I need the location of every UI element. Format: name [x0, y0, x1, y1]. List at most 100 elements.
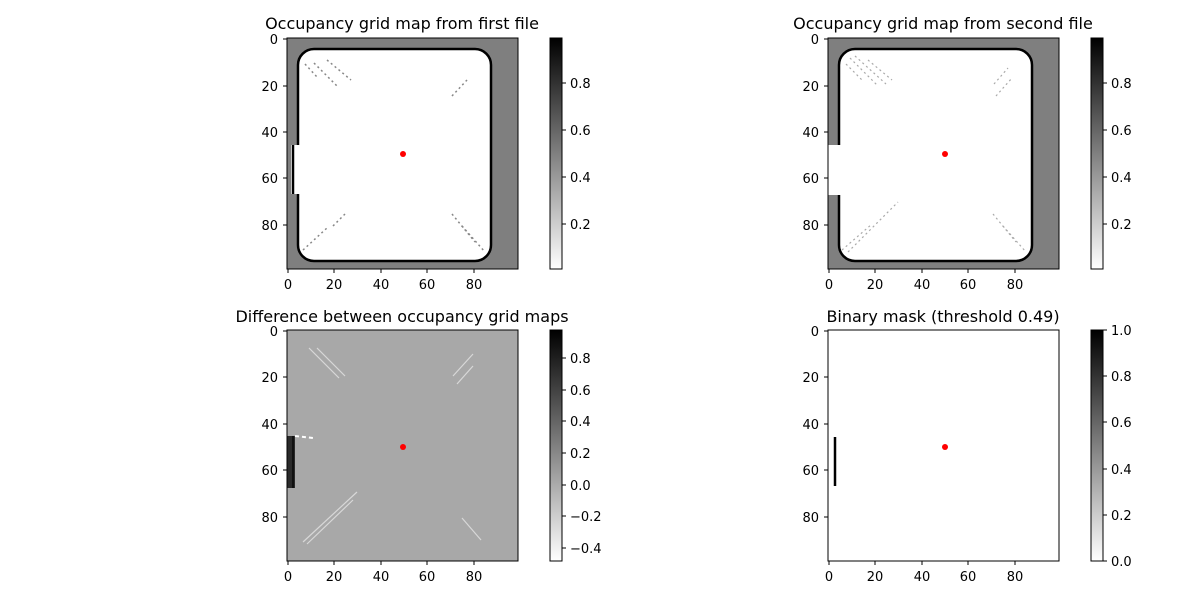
x-tick-label: 0 [825, 278, 833, 293]
colorbar-tick-label: 1.0 [1111, 324, 1132, 339]
room-walls [837, 47, 1034, 263]
x-tick-label: 40 [914, 278, 931, 293]
robot-marker [400, 444, 406, 450]
x-tick-label: 80 [466, 278, 483, 293]
y-tick-label: 60 [802, 172, 819, 187]
panel-title: Occupancy grid map from first file [265, 14, 539, 33]
obstacle-traces [841, 55, 1027, 253]
difference-traces [302, 347, 482, 545]
x-tick-label: 80 [1007, 570, 1024, 585]
y-tick-label: 80 [261, 219, 278, 234]
y-tick-label: 80 [802, 511, 819, 526]
y-tick-label: 0 [811, 325, 819, 340]
colorbar-tick-label: 0.6 [1111, 124, 1132, 139]
colorbar-gradient [549, 37, 563, 270]
x-axis: 0 20 40 60 80 [284, 269, 482, 293]
y-axis: 0 20 40 60 80 [261, 33, 287, 234]
grid-image [287, 38, 518, 269]
y-tick-label: 80 [261, 511, 278, 526]
panel-binary-mask: Binary mask (threshold 0.49) 0 20 40 60 … [802, 307, 1131, 585]
colorbar-tick-label: 0.8 [1111, 370, 1132, 385]
colorbar-tick-label: 0.6 [1111, 416, 1132, 431]
colorbar-tick-label: 0.6 [570, 124, 591, 139]
door-difference [287, 436, 295, 488]
colorbar-tick-label: 0.8 [570, 352, 591, 367]
x-tick-label: 60 [960, 278, 977, 293]
colorbar-tick-label: −0.4 [570, 542, 602, 557]
y-tick-label: 40 [261, 126, 278, 141]
panel-title: Binary mask (threshold 0.49) [826, 307, 1059, 326]
colorbar-gradient [1090, 37, 1104, 270]
colorbar-tick-label: 0.2 [1111, 218, 1132, 233]
colorbar: 0.2 0.4 0.6 0.8 [549, 37, 591, 270]
obstacle-traces [302, 59, 486, 253]
colorbar-tick-label: 0.0 [570, 479, 591, 494]
door-opening [291, 145, 301, 194]
colorbar-tick-label: 0.8 [1111, 77, 1132, 92]
y-tick-label: 20 [261, 371, 278, 386]
door-difference-trace [294, 435, 314, 439]
colorbar-tick-label: 0.0 [1111, 555, 1132, 570]
y-tick-label: 60 [261, 464, 278, 479]
y-tick-label: 0 [811, 33, 819, 48]
x-tick-label: 20 [326, 278, 343, 293]
axes-frame [286, 329, 519, 562]
y-tick-label: 40 [261, 418, 278, 433]
colorbar-tick-label: 0.4 [1111, 171, 1132, 186]
y-tick-label: 20 [261, 80, 278, 95]
x-tick-label: 20 [867, 570, 884, 585]
x-tick-label: 60 [419, 570, 436, 585]
colorbar-tick-label: 0.2 [570, 218, 591, 233]
panel-title: Occupancy grid map from second file [793, 14, 1093, 33]
y-tick-label: 20 [802, 80, 819, 95]
x-tick-label: 40 [373, 278, 390, 293]
door-opening [828, 145, 846, 195]
colorbar: 0.2 0.4 0.6 0.8 [1090, 37, 1132, 270]
axes-frame [286, 37, 519, 270]
x-tick-label: 20 [326, 570, 343, 585]
y-tick-label: 60 [261, 172, 278, 187]
robot-marker [942, 444, 948, 450]
colorbar-tick-label: 0.4 [570, 171, 591, 186]
y-axis: 0 20 40 60 80 [802, 33, 828, 234]
x-tick-label: 40 [373, 570, 390, 585]
panel-second-file: Occupancy grid map from second file [793, 14, 1132, 293]
colorbar-tick-label: 0.4 [1111, 463, 1132, 478]
x-tick-label: 60 [419, 278, 436, 293]
colorbar-tick-label: 0.6 [570, 384, 591, 399]
x-tick-label: 80 [466, 570, 483, 585]
colorbar-gradient [1090, 329, 1104, 562]
colorbar-tick-label: 0.4 [570, 415, 591, 430]
panel-title: Difference between occupancy grid maps [235, 307, 568, 326]
y-axis: 0 20 40 60 80 [261, 325, 287, 526]
x-tick-label: 0 [825, 570, 833, 585]
x-axis: 0 20 40 60 80 [284, 561, 482, 585]
y-tick-label: 60 [802, 464, 819, 479]
x-tick-label: 0 [284, 570, 292, 585]
room-walls [296, 47, 493, 263]
x-tick-label: 40 [914, 570, 931, 585]
x-tick-label: 0 [284, 278, 292, 293]
x-tick-label: 20 [867, 278, 884, 293]
panel-difference: Difference between occupancy grid maps [235, 307, 601, 585]
y-tick-label: 80 [802, 219, 819, 234]
robot-marker [942, 151, 948, 157]
y-tick-label: 0 [270, 325, 278, 340]
panel-first-file: Occupancy grid map from first file [261, 14, 590, 293]
colorbar-tick-label: 0.8 [570, 77, 591, 92]
y-axis: 0 20 40 60 80 [802, 325, 828, 526]
colorbar-tick-label: 0.2 [1111, 509, 1132, 524]
y-tick-label: 20 [802, 371, 819, 386]
x-axis: 0 20 40 60 80 [825, 269, 1023, 293]
x-tick-label: 80 [1007, 278, 1024, 293]
colorbar: 0.0 0.2 0.4 0.6 0.8 1.0 [1090, 324, 1132, 570]
axes-frame [827, 37, 1060, 270]
colorbar-tick-label: 0.2 [570, 447, 591, 462]
robot-marker [400, 151, 406, 157]
colorbar-gradient [549, 329, 563, 562]
x-axis: 0 20 40 60 80 [825, 561, 1023, 585]
colorbar-tick-label: −0.2 [570, 510, 602, 525]
x-tick-label: 60 [960, 570, 977, 585]
y-tick-label: 0 [270, 33, 278, 48]
